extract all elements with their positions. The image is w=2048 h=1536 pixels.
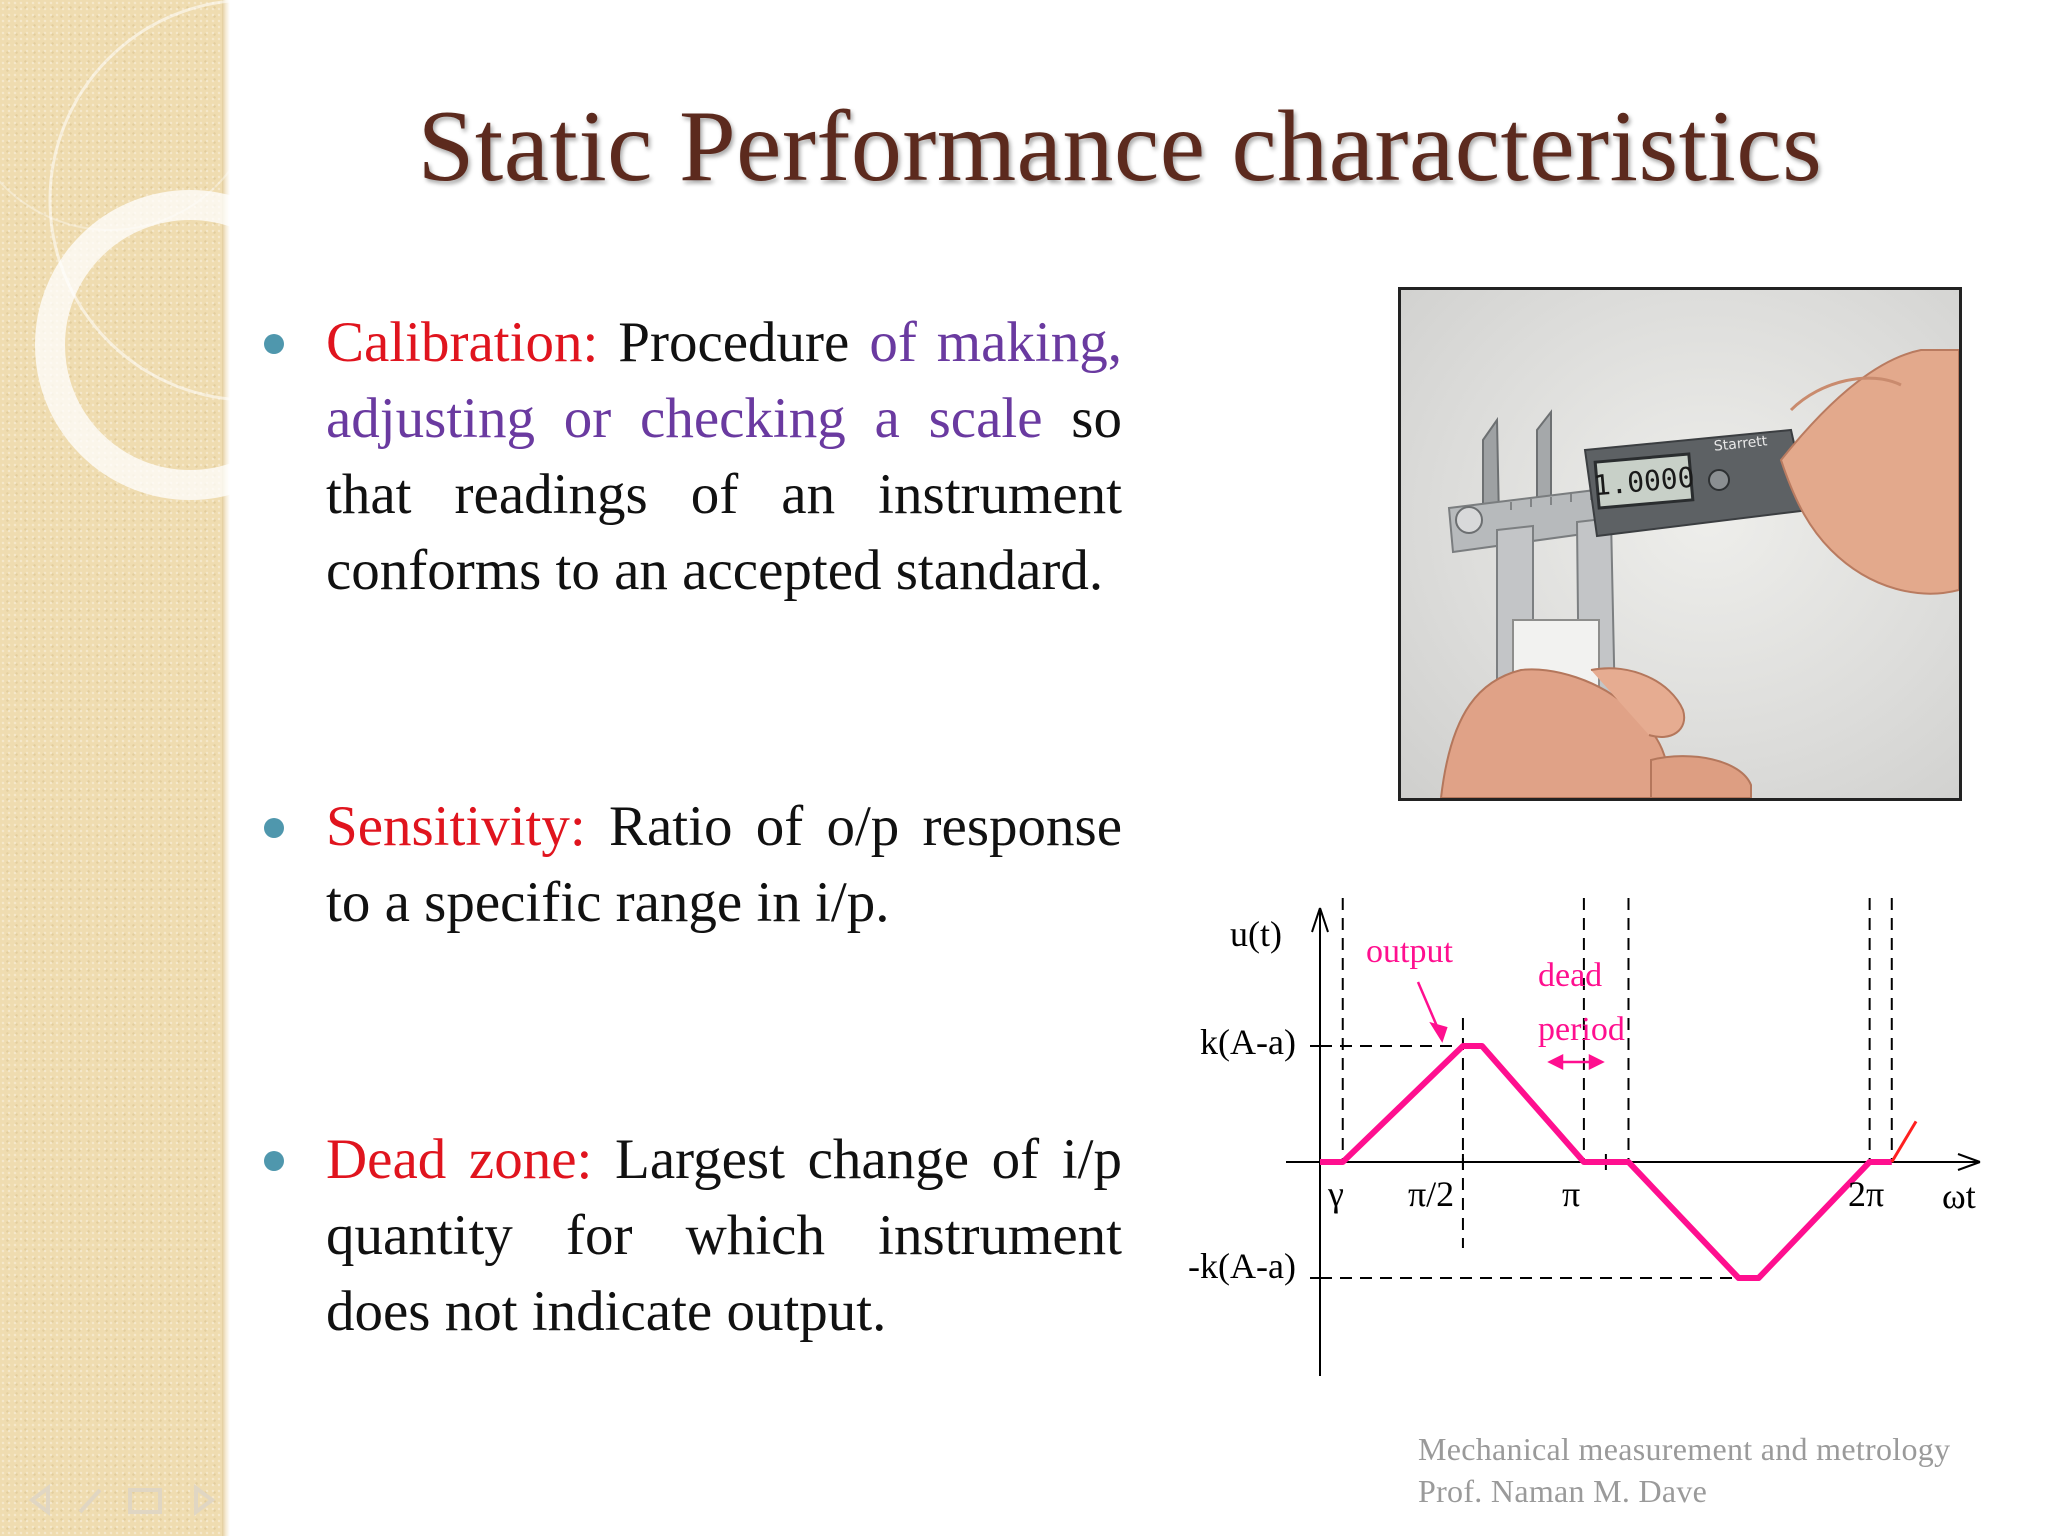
bullet-term: Calibration:: [326, 311, 599, 374]
x-tick-label-pi: π: [1562, 1174, 1580, 1214]
caliper-jaw: [1536, 409, 1552, 506]
bullet-dead-zone: Dead zone: Largest change of i/p quantit…: [326, 1122, 1122, 1350]
caliper-brand: Starrett: [1713, 433, 1768, 455]
bullet-sensitivity: Sensitivity: Ratio of o/p response to a …: [326, 789, 1122, 941]
y-tick-label-negative: -k(A-a): [1188, 1246, 1296, 1286]
bullet-text: Largest change of i/p quantity for which…: [326, 1128, 1122, 1343]
decorative-circles: [0, 0, 330, 500]
x-tick-label-gamma: γ: [1327, 1174, 1344, 1214]
decorative-ring-small: [0, 0, 261, 231]
menu-icon[interactable]: [128, 1488, 162, 1514]
dead-zone-chart: u(t) ωt k(A-a) -k(A-a) γ π/2 π 2π output…: [1188, 898, 1981, 1376]
annotation-period: period: [1538, 1011, 1625, 1048]
caliper-display: [1593, 452, 1695, 510]
sidebar-edge: [222, 0, 230, 1536]
pen-icon[interactable]: [78, 1488, 102, 1514]
bullet-text: Procedure: [598, 311, 870, 374]
output-curve-tail: [1890, 1120, 1918, 1163]
output-curve: [1320, 1043, 1892, 1281]
chart-guides: [1320, 898, 1893, 1279]
previous-slide-icon[interactable]: [28, 1484, 50, 1516]
x-tick-label-half-pi: π/2: [1408, 1174, 1454, 1214]
bullet-icon: [264, 334, 284, 354]
y-tick-label-positive: k(A-a): [1200, 1022, 1296, 1062]
footer-author: Prof. Naman M. Dave: [1418, 1473, 1708, 1509]
bullet-text: so that readings of an instrument confor…: [326, 387, 1122, 602]
slide-navigation[interactable]: [18, 1478, 258, 1522]
bullet-icon: [264, 818, 284, 838]
bullet-term: Sensitivity:: [326, 795, 586, 858]
decorative-ring-thick: [35, 190, 330, 500]
footer: Mechanical measurement and metrology Pro…: [1418, 1428, 1950, 1512]
y-axis-arrow-icon: [1311, 907, 1329, 933]
bullet-highlight: of making, adjusting or checking a scale: [326, 311, 1122, 450]
dead-period-right-arrow-icon: [1588, 1053, 1605, 1071]
bullet-calibration: Calibration: Procedure of making, adjust…: [326, 305, 1122, 609]
y-axis-label: u(t): [1230, 914, 1282, 954]
annotation-dead: dead: [1538, 957, 1602, 994]
caliper-button: [1708, 469, 1730, 491]
next-slide-icon[interactable]: [194, 1484, 216, 1516]
x-tick-label-two-pi: 2π: [1848, 1174, 1884, 1214]
bullet-text: Ratio of o/p response to a specific rang…: [326, 795, 1122, 934]
slide-title: Static Performance characteristics: [417, 90, 1823, 203]
caliper-photo: 1.0000 Starrett: [1398, 287, 1962, 801]
caliper-dial: [1455, 506, 1483, 534]
annotation-output: output: [1366, 933, 1453, 970]
decorative-ring-large: [48, 0, 330, 402]
decorative-sidebar: [0, 0, 228, 1536]
bullet-term: Dead zone:: [326, 1128, 593, 1191]
left-hand: [1439, 668, 1671, 798]
footer-course: Mechanical measurement and metrology: [1418, 1431, 1951, 1467]
dead-period-left-arrow-icon: [1547, 1053, 1564, 1071]
x-axis-arrow-icon: [1957, 1153, 1981, 1171]
x-axis-label: ωt: [1942, 1176, 1976, 1216]
bullet-icon: [264, 1151, 284, 1171]
right-hand: [1779, 349, 1959, 595]
output-pointer-arrow-icon: [1429, 1021, 1448, 1043]
